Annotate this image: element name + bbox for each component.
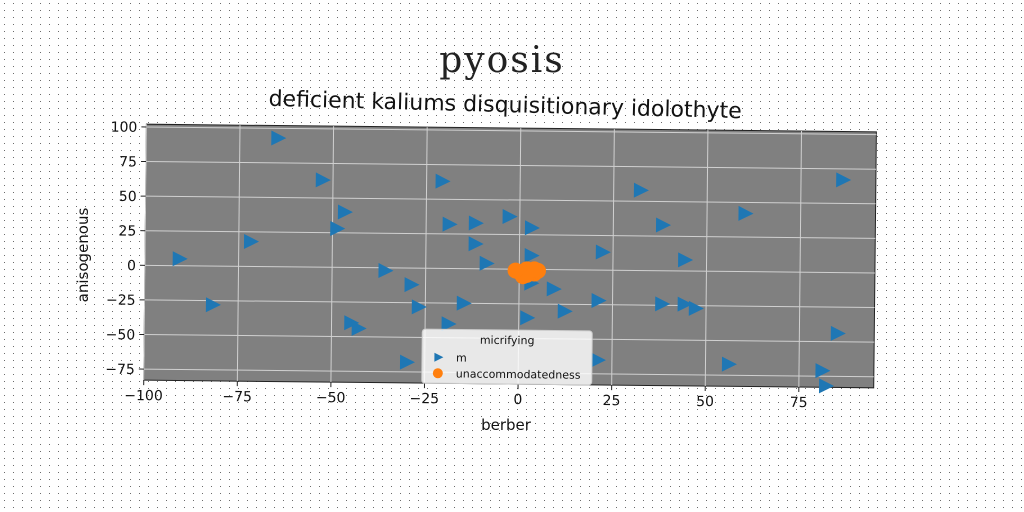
legend-entry-label: m (456, 351, 467, 364)
y-tick-label: −50 (106, 327, 136, 343)
scatter-point-m (378, 263, 394, 279)
scatter-point-m (315, 172, 331, 188)
scatter-point-m (330, 221, 346, 237)
scatter-point-m (520, 310, 536, 326)
x-tick-label: 0 (513, 392, 522, 408)
scatter-point-m (830, 325, 846, 341)
y-gridline (144, 299, 875, 309)
scatter-point-m (502, 208, 518, 224)
legend-title: micrifying (480, 334, 535, 348)
x-tick-label: −50 (316, 390, 346, 406)
scatter-point-m (655, 296, 671, 312)
y-tick-label: 0 (127, 258, 136, 274)
scatter-point-m (456, 295, 472, 311)
scatter-point-m (243, 233, 260, 249)
scatter-point-m (524, 247, 540, 263)
scatter-point-m (595, 244, 611, 260)
scatter-point-m (738, 205, 754, 221)
scatter-point-m (205, 297, 221, 313)
y-tick-label: 25 (118, 223, 136, 239)
scatter-point-m (590, 352, 606, 368)
x-tick-label: 75 (790, 395, 808, 411)
scatter-point-m (479, 255, 495, 271)
data-markers (172, 130, 852, 394)
y-tick-label: 100 (111, 120, 138, 136)
figure-suptitle: pyosis (439, 40, 565, 81)
scatter-point-m (435, 173, 451, 189)
y-tick-label: 50 (119, 189, 137, 205)
x-tick-label: 50 (696, 394, 714, 410)
y-tick-label: −75 (105, 362, 135, 378)
x-gridline (143, 124, 147, 381)
x-tick-label: −100 (124, 388, 163, 404)
legend-box (421, 328, 593, 386)
x-gridline (236, 125, 241, 382)
scatter-point-m (818, 378, 835, 394)
y-tick-label: 75 (119, 154, 137, 170)
x-gridline (798, 131, 803, 388)
x-gridline (611, 129, 615, 386)
scatter-point-m (399, 354, 415, 370)
x-tick-label: −75 (222, 389, 252, 405)
x-tick-label: 25 (603, 393, 621, 409)
scatter-point-m (524, 220, 540, 236)
legend-entry-label: unaccommodatedness (456, 367, 581, 381)
legend: micrifying m unaccommodatedness (421, 328, 593, 386)
scatter-point-m (468, 215, 484, 231)
scatter-point-m (633, 182, 649, 198)
legend-marker-unaccommodatedness (432, 368, 443, 379)
scatter-point-m (591, 292, 607, 308)
y-axis-label: anisogenous (74, 208, 92, 303)
scatter-point-m (688, 300, 704, 316)
plot-area: −100 −75 −50 −25 0 25 50 75 −75 −50 −25 0 25 50 75 100… (105, 120, 877, 411)
scatter-point-m (344, 315, 360, 331)
scatter-point-m (404, 277, 420, 293)
y-gridline (145, 195, 876, 205)
scatter-point-m (721, 356, 737, 372)
x-axis-label: berber (481, 416, 532, 434)
scatter-point-m (815, 363, 831, 379)
scatter-point-m (655, 217, 672, 233)
x-gridline (330, 126, 335, 383)
y-gridline (146, 161, 876, 170)
scatter-point-unaccommodatedness (507, 262, 524, 279)
scatter-point-m (442, 216, 458, 232)
scatter-point-m (441, 316, 457, 332)
scatter-point-m (678, 252, 694, 268)
scatter-point-m (468, 236, 484, 252)
scatter-point-m (351, 320, 367, 336)
y-ticks: −75 −50 −25 0 25 50 75 100 (105, 120, 147, 378)
legend-marker-m (434, 352, 444, 362)
scatter-point-m (677, 296, 693, 312)
chart-title: deficient kaliums disquisitionary idolot… (268, 87, 742, 124)
scatter-point-m (557, 303, 573, 319)
scatter-point-m (411, 299, 427, 315)
scatter-point-m (271, 130, 287, 146)
scatter-point-m (172, 251, 188, 267)
scatter-point-unaccommodatedness (526, 261, 543, 278)
scatter-point-m (836, 172, 852, 188)
scatter-point-m (337, 204, 353, 220)
scatter-point-m (546, 281, 562, 297)
x-gridline (704, 130, 709, 387)
x-tick-label: −25 (409, 391, 439, 407)
x-ticks: −100 −75 −50 −25 0 25 50 75 (124, 380, 808, 411)
y-tick-label: −25 (106, 293, 136, 309)
y-gridline (145, 230, 876, 239)
y-gridline (146, 126, 877, 136)
